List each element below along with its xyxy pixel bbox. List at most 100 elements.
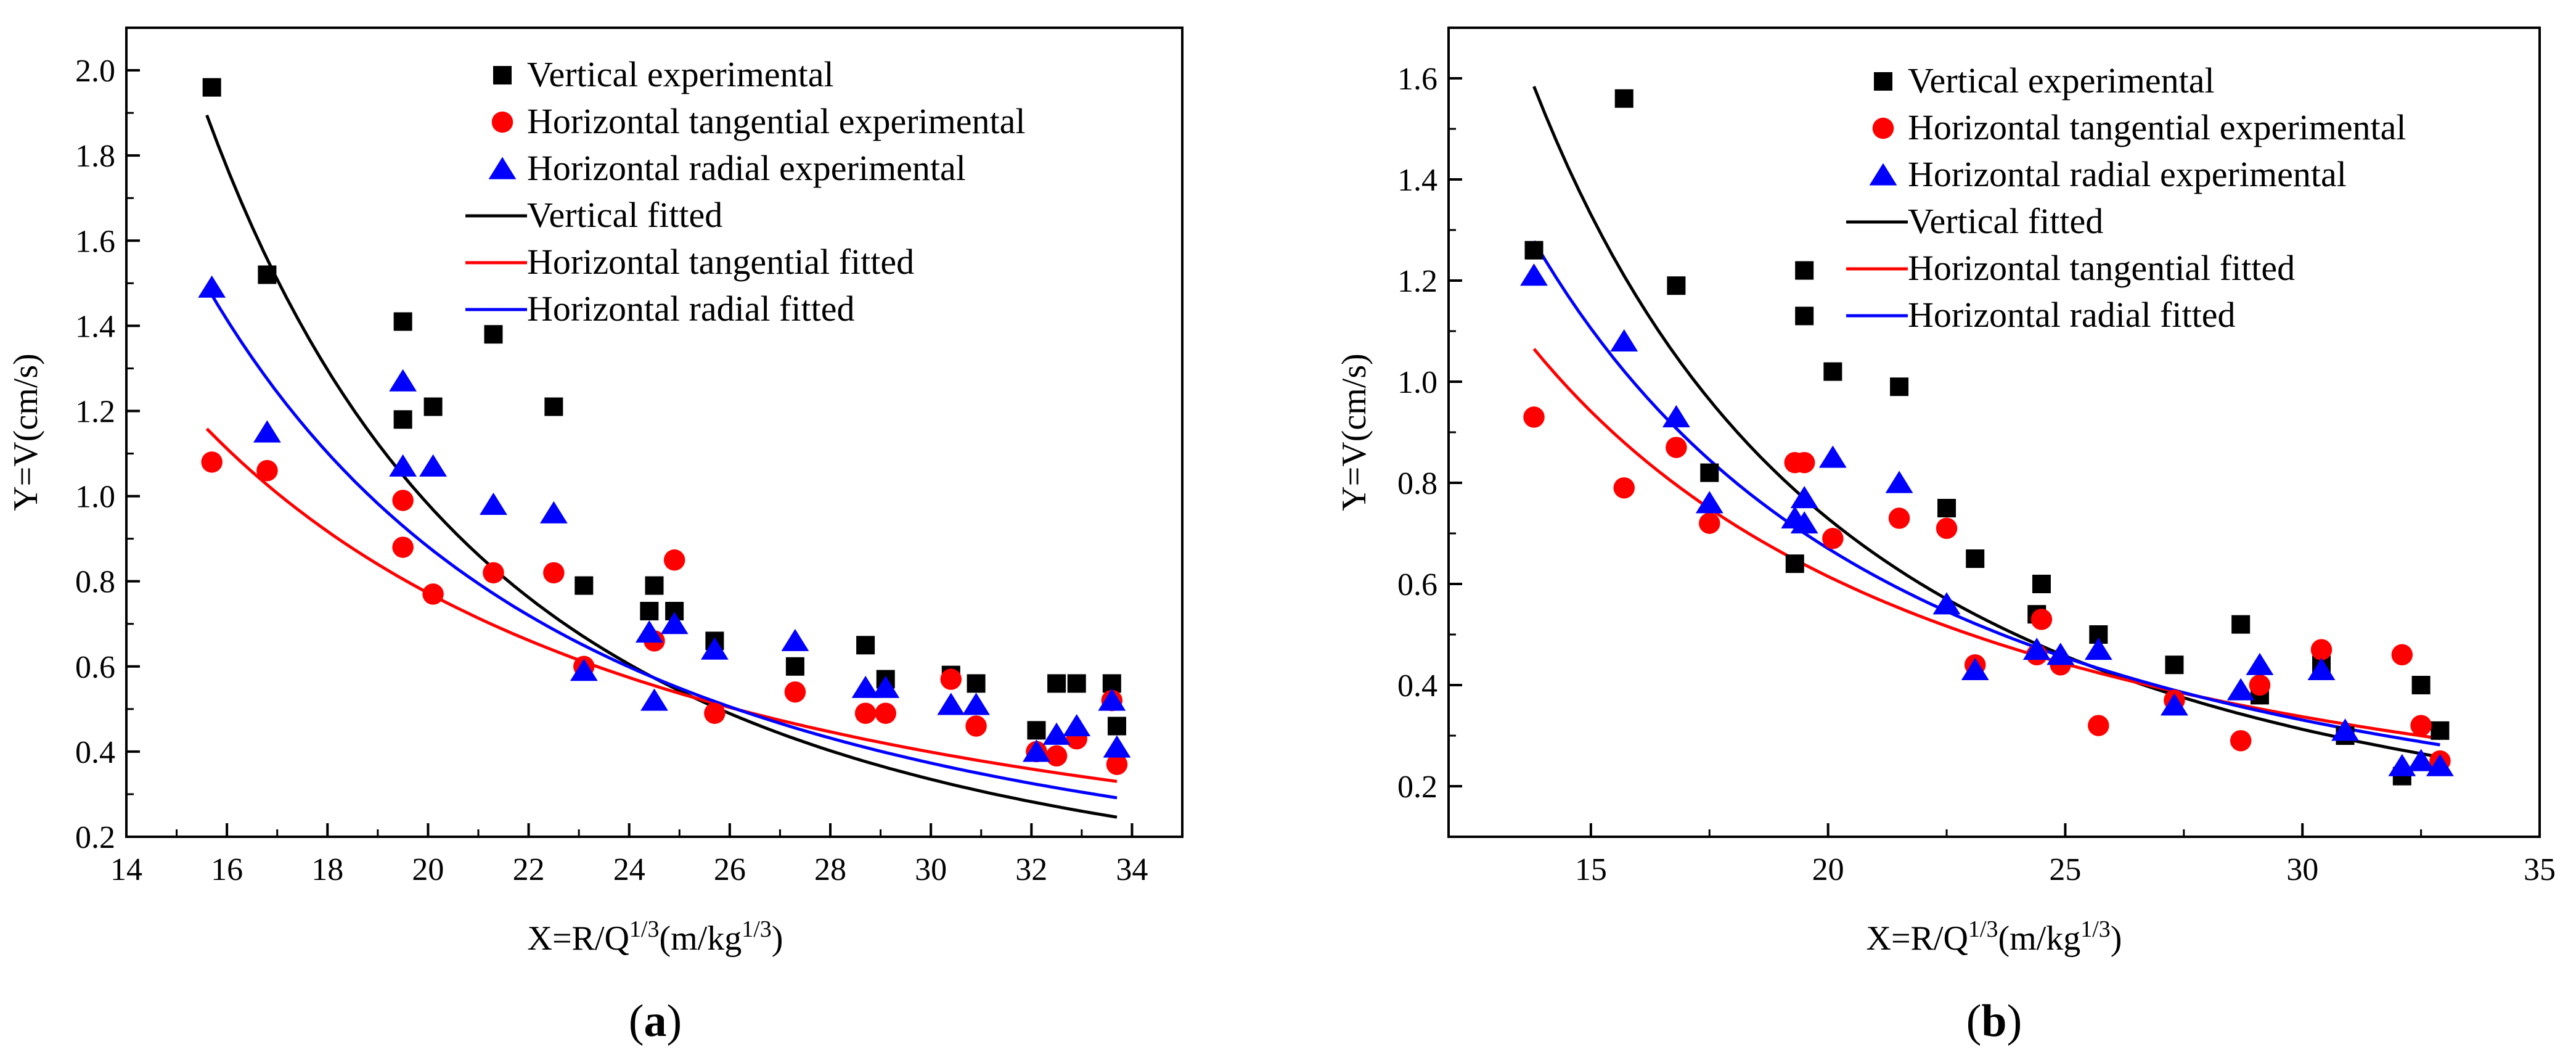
marker-circle <box>201 451 223 473</box>
x-tick-label: 25 <box>2049 852 2081 887</box>
marker-square <box>1700 463 1719 482</box>
marker-triangle <box>660 612 689 635</box>
chart-a: 14 16 18 20 22 24 26 28 30 32 34 0.2 0.4 0.6 0.8 1.0 1.2… <box>7 27 1184 1046</box>
plot-frame <box>125 27 1184 838</box>
x-tick-label: 15 <box>1575 852 1607 887</box>
x-axis-label-superscript: 1/3 <box>1968 916 1998 942</box>
marker-square <box>856 636 875 655</box>
marker-square <box>1874 72 1892 91</box>
marker-triangle <box>2331 718 2359 741</box>
y-tick-label: 0.8 <box>1397 466 1437 501</box>
marker-triangle <box>198 275 226 298</box>
marker-square <box>258 265 277 284</box>
legend-label: Vertical experimental <box>1908 60 2215 101</box>
marker-triangle <box>253 420 281 443</box>
marker-square <box>2431 721 2450 740</box>
marker-triangle <box>640 688 668 711</box>
marker-triangle <box>389 369 417 392</box>
legend: Vertical experimental Horizontal tangenti… <box>465 54 1025 329</box>
x-tick-label: 16 <box>211 852 243 887</box>
fit-curve <box>1532 240 2440 747</box>
x-axis-label: X=R/Q1/3(m/kg1/3) <box>1867 916 2122 958</box>
marker-square <box>393 410 412 429</box>
marker-circle <box>2410 715 2432 736</box>
x-tick-label: 30 <box>915 852 947 887</box>
marker-square <box>2411 676 2431 694</box>
legend-label: Horizontal radial experimental <box>527 148 966 188</box>
y-tick-label: 0.4 <box>75 735 115 770</box>
marker-circle <box>2030 609 2053 630</box>
marker-circle <box>965 715 987 737</box>
y-tick-label: 1.8 <box>75 139 115 174</box>
legend-label: Horizontal tangential experimental <box>1908 107 2406 147</box>
marker-triangle <box>1932 592 1961 615</box>
marker-square <box>2231 615 2251 634</box>
fit-curve <box>1532 348 2440 741</box>
x-axis-label-part: X=R/Q <box>528 919 629 958</box>
marker-circle <box>2249 674 2271 696</box>
marker-triangle <box>1790 486 1818 509</box>
y-tick-label: 2.0 <box>75 54 115 89</box>
x-axis-label-superscript: 1/3 <box>629 916 660 942</box>
x-axis-label-superscript: 1/3 <box>742 916 772 942</box>
marker-triangle <box>635 620 663 643</box>
marker-square <box>484 325 503 344</box>
marker-triangle <box>1885 470 1913 493</box>
marker-triangle <box>1869 163 1897 186</box>
y-tick-label: 0.8 <box>75 565 115 600</box>
marker-triangle <box>488 157 517 179</box>
x-axis-label-part: (m/kg <box>659 919 742 958</box>
marker-triangle <box>1520 263 1548 286</box>
y-tick-label: 0.6 <box>75 650 115 685</box>
y-tick-label: 0.2 <box>75 820 115 855</box>
y-axis-label: Y=V(cm/s) <box>7 353 45 511</box>
legend-label: Horizontal radial experimental <box>1908 154 2347 194</box>
marker-circle <box>256 459 278 482</box>
chart-b: 15 20 25 30 35 0.2 0.4 0.6 0.8 1.0 1.2 1.4 1.6 Vertic… <box>1335 27 2556 1046</box>
marker-square <box>645 576 664 595</box>
marker-circle <box>483 562 504 584</box>
marker-circle <box>491 111 513 133</box>
x-tick-label: 24 <box>613 852 645 887</box>
marker-square <box>2032 575 2051 593</box>
y-tick-label: 0.4 <box>1397 668 1437 704</box>
panel-paren: ) <box>667 996 682 1046</box>
marker-square <box>1937 499 1957 517</box>
panel-label: (b) <box>1966 996 2022 1046</box>
marker-circle <box>854 702 877 724</box>
x-axis-label-superscript: 1/3 <box>2080 916 2111 942</box>
marker-triangle <box>1662 405 1690 427</box>
marker-triangle <box>480 492 507 515</box>
x-tick-label: 22 <box>513 852 545 887</box>
marker-triangle <box>2161 693 2188 716</box>
marker-square <box>1795 306 1814 326</box>
marker-circle <box>1822 527 1844 549</box>
legend: Vertical experimental Horizontal tangenti… <box>1846 60 2406 335</box>
marker-circle <box>704 702 726 724</box>
fit-curve <box>1532 86 2440 759</box>
marker-triangle <box>781 628 809 651</box>
legend-label: Horizontal tangential experimental <box>527 101 1025 141</box>
marker-triangle <box>1790 511 1818 534</box>
marker-square <box>1047 674 1066 693</box>
marker-square <box>640 602 659 621</box>
marker-circle <box>875 702 896 724</box>
x-tick-label: 32 <box>1015 852 1047 887</box>
x-axis-label-part: ) <box>772 919 783 958</box>
x-tick-label: 20 <box>1812 852 1844 887</box>
x-axis-label-part: (m/kg <box>1998 919 2080 958</box>
marker-circle <box>392 490 414 511</box>
marker-circle <box>2088 715 2109 736</box>
x-axis-label-part: X=R/Q <box>1867 919 1968 958</box>
marker-square <box>1795 261 1814 280</box>
marker-triangle <box>1818 445 1847 468</box>
marker-triangle <box>2226 678 2255 701</box>
marker-circle <box>543 562 565 584</box>
legend-label: Horizontal radial fitted <box>1908 295 2235 335</box>
panel-letter: a <box>644 996 667 1046</box>
marker-square <box>1890 377 1909 396</box>
marker-triangle <box>851 675 880 698</box>
marker-triangle <box>962 692 990 715</box>
marker-circle <box>1045 745 1068 767</box>
